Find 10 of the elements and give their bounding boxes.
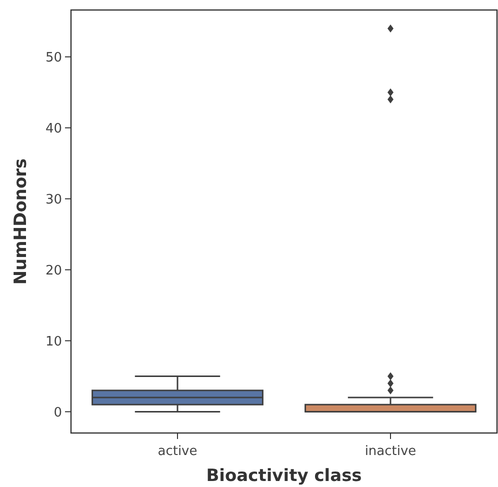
y-tick-label: 30 [45, 192, 62, 208]
y-axis-title: NumHDonors [11, 158, 31, 285]
x-tick-label: inactive [364, 444, 416, 459]
y-tick-label: 10 [45, 334, 62, 350]
y-tick-label: 40 [45, 121, 62, 136]
x-tick-label: active [158, 444, 198, 459]
y-tick-label: 0 [54, 405, 62, 420]
x-axis-title: Bioactivity class [206, 466, 362, 486]
y-tick-label: 20 [45, 263, 62, 278]
y-tick-label: 50 [45, 50, 62, 66]
